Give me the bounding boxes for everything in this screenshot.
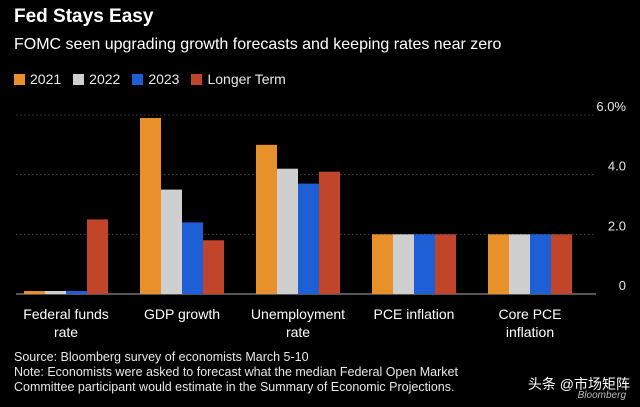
watermark-sub: Bloomberg: [577, 390, 626, 401]
bar: [393, 234, 414, 294]
legend-label-2023: 2023: [148, 71, 180, 87]
footnote-line-2: Committee participant would estimate in …: [14, 380, 455, 394]
footnote-line-1: Note: Economists were asked to forecast …: [14, 365, 458, 379]
bar: [372, 234, 393, 294]
bar: [277, 168, 298, 294]
source-note: Source: Bloomberg survey of economists M…: [14, 350, 309, 364]
bar: [488, 234, 509, 294]
legend-item-2023: 2023: [132, 71, 179, 87]
bar: [161, 189, 182, 294]
category-label: Core PCE: [498, 306, 561, 322]
watermark: 头条 @市场矩阵: [527, 376, 630, 392]
bar: [414, 234, 435, 294]
bar: [140, 117, 161, 294]
bar: [256, 144, 277, 294]
bar: [435, 234, 456, 294]
chart-title: Fed Stays Easy: [14, 6, 154, 27]
category-label: inflation: [506, 324, 554, 340]
bar: [530, 234, 551, 294]
bar: [24, 291, 45, 294]
legend-swatch-2023: [132, 73, 144, 85]
chart-subtitle: FOMC seen upgrading growth forecasts and…: [14, 36, 502, 53]
bar: [509, 234, 530, 294]
legend-item-2022: 2022: [73, 71, 120, 87]
legend-swatch-2022: [73, 73, 85, 85]
category-label: Unemployment: [251, 306, 345, 322]
category-label: Federal funds: [23, 306, 109, 322]
y-tick-label: 0: [619, 278, 626, 293]
y-tick-label: 4.0: [608, 159, 626, 174]
y-tick-label: 2.0: [608, 218, 626, 233]
legend-label-2021: 2021: [30, 71, 62, 87]
legend: 2021 2022 2023 Longer Term: [14, 70, 298, 88]
legend-swatch-longer-term: [191, 73, 203, 85]
legend-item-longer-term: Longer Term: [191, 71, 286, 87]
category-label: GDP growth: [144, 306, 220, 322]
legend-item-2021: 2021: [14, 71, 61, 87]
y-tick-label: 6.0%: [596, 99, 626, 114]
legend-label-longer-term: Longer Term: [207, 71, 286, 87]
bar: [182, 222, 203, 294]
bar: [87, 219, 108, 294]
bar: [298, 183, 319, 294]
category-label: rate: [54, 324, 78, 340]
bar: [45, 291, 66, 294]
bar: [551, 234, 572, 294]
legend-label-2022: 2022: [89, 71, 121, 87]
legend-swatch-2021: [14, 73, 25, 85]
category-label: PCE inflation: [374, 306, 455, 322]
bar: [203, 240, 224, 294]
bar: [66, 291, 87, 294]
category-label: rate: [286, 324, 310, 340]
bar: [319, 171, 340, 294]
